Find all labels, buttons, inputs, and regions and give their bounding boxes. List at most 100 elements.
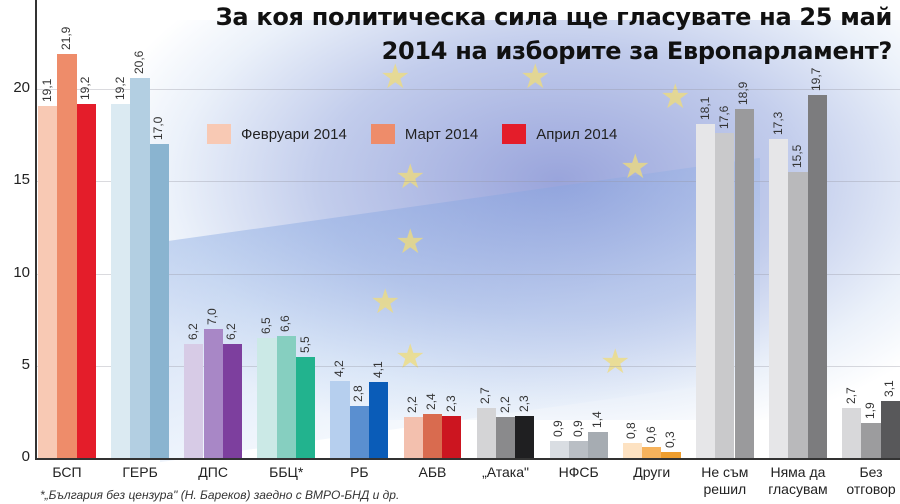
legend-swatch — [207, 124, 231, 144]
gridline — [37, 273, 900, 275]
category-label: Без отговор — [846, 464, 896, 497]
category-label: ГЕРБ — [122, 464, 158, 480]
bar — [807, 94, 827, 458]
legend-item-april: Април 2014 — [502, 124, 617, 144]
bar — [76, 103, 96, 458]
bar — [715, 133, 735, 458]
bar-value-label: 6,2 — [224, 322, 239, 340]
bar — [515, 415, 535, 458]
y-tick-label: 20 — [13, 79, 30, 96]
category-label: БСП — [52, 464, 82, 480]
legend: Февруари 2014 Март 2014 Април 2014 — [207, 124, 617, 144]
bar-value-label: 19,7 — [809, 67, 824, 91]
bar-value-label: 19,2 — [78, 76, 93, 100]
bar-value-label: 4,2 — [332, 359, 347, 377]
y-tick-label: 15 — [13, 171, 30, 189]
bar-value-label: 2,7 — [478, 387, 493, 405]
bar — [880, 400, 900, 458]
gridline — [37, 181, 900, 183]
y-tick-label: 0 — [21, 448, 30, 465]
bar-value-label: 1,4 — [589, 411, 604, 429]
bar — [203, 328, 223, 458]
bar-value-label: 4,1 — [370, 361, 385, 379]
category-label: „Атака" — [482, 464, 529, 480]
bar-value-label: 0,9 — [570, 420, 585, 438]
gridline — [37, 365, 900, 367]
bar-value-label: 2,3 — [443, 394, 458, 412]
bar-value-label: 2,2 — [497, 396, 512, 414]
bar — [695, 124, 716, 458]
bar-value-label: 17,3 — [770, 111, 785, 135]
legend-item-march: Март 2014 — [370, 124, 479, 144]
bar-value-label: 7,0 — [205, 308, 220, 325]
bar-value-label: 19,2 — [112, 76, 127, 100]
bar-value-label: 0,9 — [551, 420, 566, 438]
star-icon: ★ — [620, 148, 651, 186]
bar — [57, 53, 77, 458]
legend-label: Февруари 2014 — [241, 125, 347, 143]
bar — [38, 105, 58, 458]
bar-value-label: 2,7 — [843, 387, 858, 405]
bar — [349, 406, 369, 458]
bar-value-label: 18,1 — [697, 96, 712, 121]
category-label: Не съм решил — [701, 464, 749, 497]
bar — [642, 446, 662, 458]
bar — [661, 452, 681, 458]
bar — [861, 422, 881, 458]
footnote: *„България без цензура" (Н. Бареков) зае… — [40, 488, 400, 502]
star-icon: ★ — [395, 223, 426, 261]
bar — [442, 415, 462, 458]
bar — [769, 138, 789, 458]
category-label: Няма да гласувам — [768, 464, 828, 497]
category-label: АБВ — [418, 464, 447, 480]
star-icon: ★ — [660, 78, 691, 116]
bar — [495, 417, 516, 458]
star-icon: ★ — [395, 158, 426, 196]
y-tick-label: 5 — [21, 355, 30, 373]
legend-swatch — [502, 124, 527, 144]
category-label: ДПС — [198, 464, 228, 480]
bar — [111, 103, 131, 458]
bar — [476, 408, 496, 458]
bar-value-label: 21,9 — [58, 26, 73, 50]
legend-label: Март 2014 — [404, 125, 479, 143]
bar — [184, 343, 204, 458]
bar — [276, 336, 296, 458]
bar — [149, 144, 169, 458]
category-label: НФСБ — [558, 464, 599, 480]
legend-item-february: Февруари 2014 — [207, 124, 347, 144]
bar-value-label: 0,6 — [643, 426, 658, 443]
bar-value-label: 6,6 — [278, 315, 293, 333]
bar-value-label: 2,4 — [424, 393, 439, 410]
bar — [788, 172, 808, 458]
bar — [222, 343, 243, 458]
bar — [369, 382, 389, 458]
star-icon: ★ — [370, 283, 401, 321]
bar-value-label: 2,2 — [405, 396, 420, 414]
bar-value-label: 17,6 — [716, 105, 731, 130]
bar — [257, 338, 277, 458]
y-tick-label: 25 — [0, 0, 30, 4]
bar — [842, 408, 862, 458]
bar — [330, 380, 350, 458]
bar — [422, 413, 443, 458]
bar-value-label: 20,6 — [132, 50, 147, 74]
title-line-1: За коя политическа сила ще гласувате на … — [215, 3, 893, 31]
category-label: Други — [633, 464, 671, 480]
bar-value-label: 17,0 — [151, 116, 166, 141]
y-tick-label: 10 — [13, 263, 30, 281]
bar-value-label: 1,9 — [863, 402, 878, 419]
bar-value-label: 6,5 — [258, 317, 273, 335]
bar — [403, 417, 423, 458]
title-line-2: 2014 на изборите за Европарламент? — [381, 37, 893, 65]
bar-value-label: 3,1 — [882, 380, 897, 397]
bar — [622, 443, 643, 458]
gridline — [37, 89, 900, 90]
bar — [588, 432, 608, 458]
bar-value-label: 5,5 — [297, 335, 312, 353]
bar — [295, 356, 316, 458]
bar-value-label: 6,2 — [185, 322, 200, 340]
bar-value-label: 19,1 — [39, 78, 54, 102]
chart-title: За коя политическа сила ще гласувате на … — [215, 0, 893, 68]
bar-value-label: 0,3 — [663, 431, 678, 449]
